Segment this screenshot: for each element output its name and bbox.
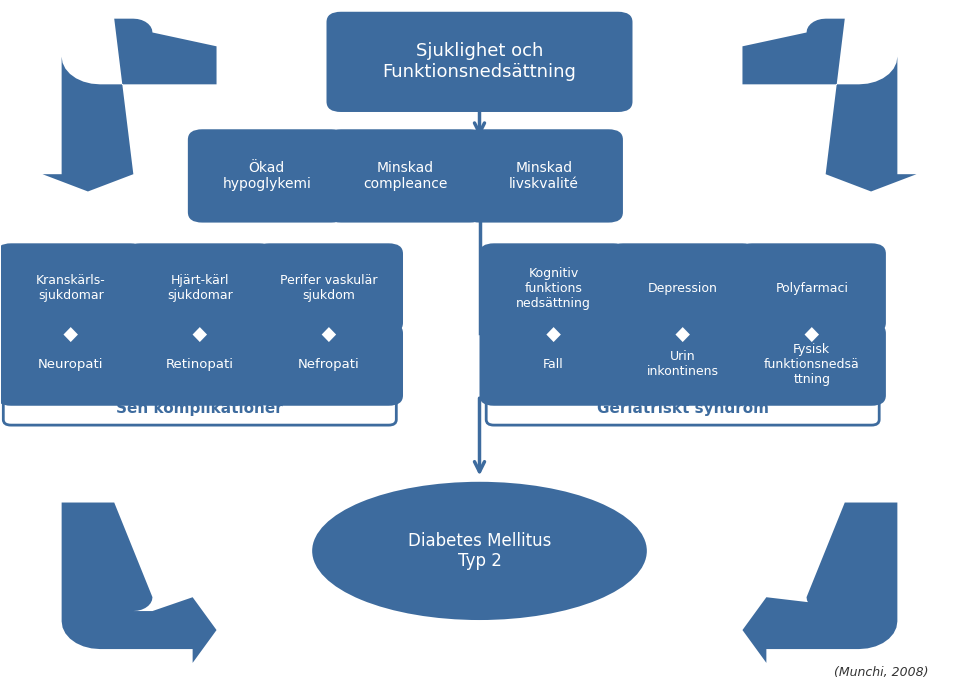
Text: Hjärt-kärl
sjukdomar: Hjärt-kärl sjukdomar xyxy=(167,274,233,303)
Polygon shape xyxy=(742,19,917,192)
Text: Minskad
livskvalité: Minskad livskvalité xyxy=(509,161,579,191)
FancyBboxPatch shape xyxy=(480,244,628,333)
FancyBboxPatch shape xyxy=(126,244,274,333)
FancyBboxPatch shape xyxy=(3,392,396,425)
FancyBboxPatch shape xyxy=(609,323,757,406)
FancyBboxPatch shape xyxy=(126,323,274,406)
Text: (Munchi, 2008): (Munchi, 2008) xyxy=(834,666,929,679)
Text: Perifer vaskulär
sjukdom: Perifer vaskulär sjukdom xyxy=(280,274,378,303)
Text: Kognitiv
funktions
nedsättning: Kognitiv funktions nedsättning xyxy=(516,266,591,310)
FancyBboxPatch shape xyxy=(255,323,403,406)
FancyBboxPatch shape xyxy=(480,323,628,406)
Text: Geriatriskt syndrom: Geriatriskt syndrom xyxy=(596,401,769,416)
Text: Ökad
hypoglykemi: Ökad hypoglykemi xyxy=(222,161,311,191)
FancyBboxPatch shape xyxy=(0,323,145,406)
Polygon shape xyxy=(320,325,338,344)
Text: Minskad
compleance: Minskad compleance xyxy=(363,161,448,191)
Polygon shape xyxy=(62,325,80,344)
FancyBboxPatch shape xyxy=(737,323,886,406)
Text: Polyfarmaci: Polyfarmaci xyxy=(775,282,849,295)
Polygon shape xyxy=(191,325,208,344)
Text: Retinopati: Retinopati xyxy=(166,358,234,371)
FancyBboxPatch shape xyxy=(609,244,757,333)
Polygon shape xyxy=(803,325,821,344)
Text: Fall: Fall xyxy=(543,358,564,371)
Text: Depression: Depression xyxy=(647,282,717,295)
FancyBboxPatch shape xyxy=(326,129,484,223)
Text: Sjuklighet och
Funktionsnedsättning: Sjuklighet och Funktionsnedsättning xyxy=(383,42,576,81)
Ellipse shape xyxy=(313,482,646,620)
Text: Urin
inkontinens: Urin inkontinens xyxy=(646,350,718,378)
Text: Neuropati: Neuropati xyxy=(38,358,104,371)
Polygon shape xyxy=(61,502,217,663)
FancyBboxPatch shape xyxy=(188,129,345,223)
Polygon shape xyxy=(674,325,691,344)
Polygon shape xyxy=(545,325,562,344)
FancyBboxPatch shape xyxy=(326,12,633,112)
Polygon shape xyxy=(742,502,898,663)
Text: Nefropati: Nefropati xyxy=(298,358,360,371)
Polygon shape xyxy=(42,19,217,192)
FancyBboxPatch shape xyxy=(737,244,886,333)
Text: Sen komplikationer: Sen komplikationer xyxy=(116,401,283,416)
FancyBboxPatch shape xyxy=(465,129,623,223)
Text: Diabetes Mellitus
Typ 2: Diabetes Mellitus Typ 2 xyxy=(408,532,551,570)
FancyBboxPatch shape xyxy=(255,244,403,333)
FancyBboxPatch shape xyxy=(0,244,145,333)
FancyBboxPatch shape xyxy=(486,392,879,425)
Text: Fysisk
funktionsnedsä
ttning: Fysisk funktionsnedsä ttning xyxy=(764,343,859,386)
Text: Kranskärls-
sjukdomar: Kranskärls- sjukdomar xyxy=(35,274,105,303)
